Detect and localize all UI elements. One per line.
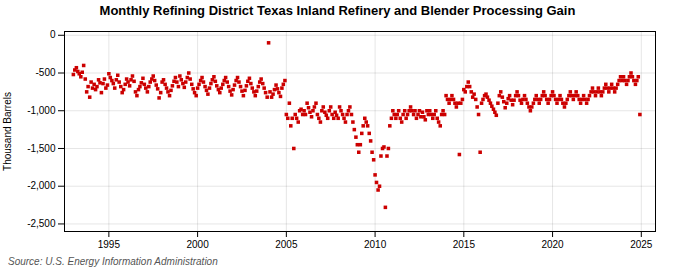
svg-text:-500: -500 [35, 67, 55, 78]
svg-text:2025: 2025 [630, 239, 653, 250]
svg-text:2015: 2015 [453, 239, 476, 250]
svg-text:-1,000: -1,000 [27, 105, 56, 116]
svg-text:Thousand Barrels: Thousand Barrels [2, 92, 13, 171]
svg-text:2020: 2020 [541, 239, 564, 250]
html-text:Source: U.S. Energy Informatio: Source: U.S. Energy Information Administ… [8, 256, 218, 267]
svg-text:-2,500: -2,500 [27, 218, 56, 229]
svg-text:-2,000: -2,000 [27, 180, 56, 191]
svg-text:2000: 2000 [186, 239, 209, 250]
svg-text:2010: 2010 [364, 239, 387, 250]
svg-text:0: 0 [50, 29, 56, 40]
svg-text:2005: 2005 [275, 239, 298, 250]
html-text:Monthly Refining District Texa: Monthly Refining District Texas Inland R… [99, 3, 576, 18]
svg-text:1995: 1995 [98, 239, 121, 250]
svg-text:-1,500: -1,500 [27, 143, 56, 154]
